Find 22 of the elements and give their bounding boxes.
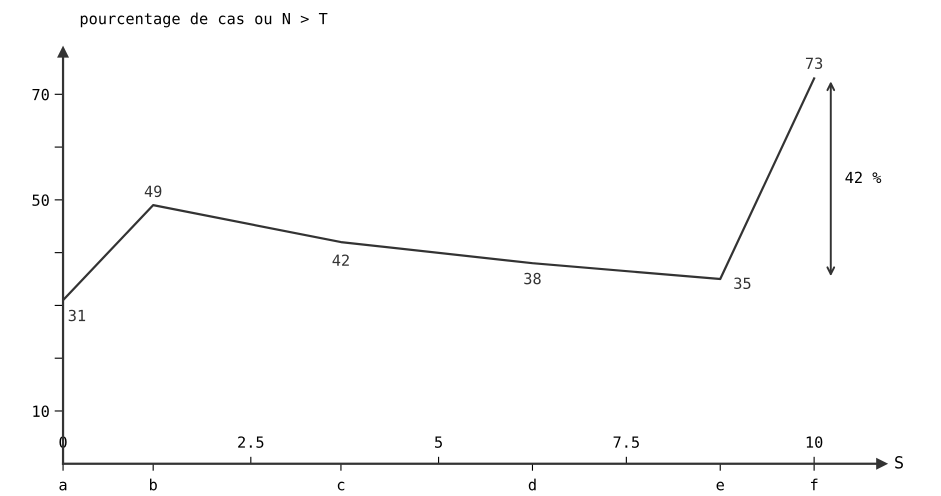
x-tick-label: 5 bbox=[435, 436, 442, 448]
x-tick-label: 10 bbox=[806, 436, 822, 448]
x-axis-title: S bbox=[895, 456, 903, 469]
y-tick-label: 50 bbox=[32, 194, 49, 206]
y-tick-label: 10 bbox=[33, 405, 49, 418]
data-label: 42 bbox=[332, 254, 349, 266]
annotation: 42 % bbox=[845, 172, 882, 184]
data-label: 38 bbox=[524, 272, 541, 284]
text: e bbox=[716, 482, 724, 490]
x-tick-label: 2.5 bbox=[238, 436, 264, 448]
y-axis-title: pourcentage de cas ou N > T bbox=[80, 12, 328, 28]
data-label: 31 bbox=[68, 310, 86, 322]
data-label: 73 bbox=[806, 58, 822, 70]
text: a bbox=[59, 482, 66, 490]
x-tick-label: 7.5 bbox=[614, 436, 639, 448]
y-tick-label: 70 bbox=[32, 88, 49, 100]
text: c bbox=[338, 482, 344, 490]
data-label: 35 bbox=[734, 278, 750, 290]
text: b bbox=[150, 478, 157, 490]
data-label: 49 bbox=[144, 186, 162, 198]
text: d bbox=[528, 478, 536, 490]
text: f bbox=[810, 478, 818, 490]
